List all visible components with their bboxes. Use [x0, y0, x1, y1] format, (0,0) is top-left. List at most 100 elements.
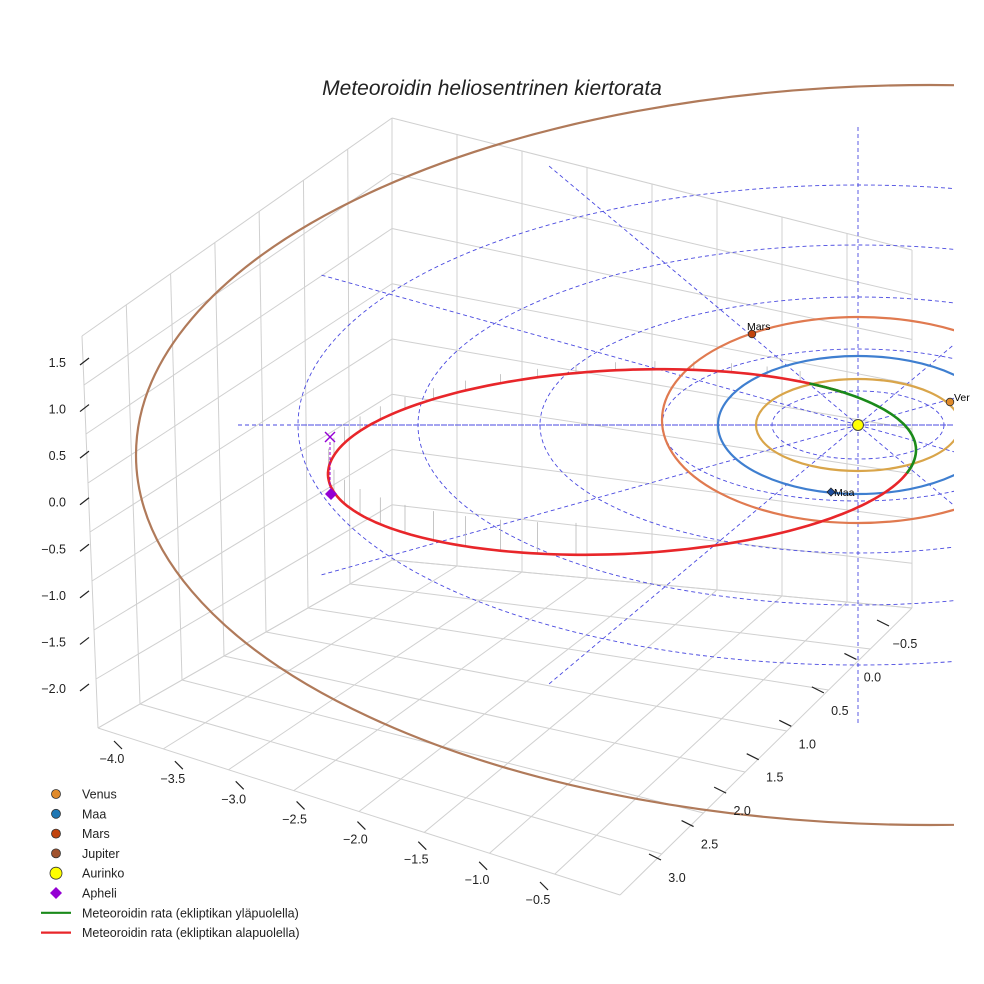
aphelion-projection-x2	[324, 431, 336, 443]
orbit-venus	[754, 377, 954, 473]
floor-pane-grid-v	[228, 571, 523, 771]
floor-pane-grid-v	[97, 559, 393, 729]
ecliptic-spoke	[547, 164, 859, 426]
x-tick-label: −1.5	[404, 853, 429, 867]
z-tick-label: −0.5	[41, 542, 66, 556]
x-tick-label: −4.0	[100, 752, 125, 766]
mars-point-label: Mars	[747, 321, 770, 333]
planet-orbits	[135, 84, 954, 826]
chart-title: Meteoroidin heliosentrinen kiertorata	[322, 77, 662, 100]
y-tick-label: −0.5	[893, 637, 918, 651]
ecliptic-spoke	[547, 424, 859, 686]
legend-label: Apheli	[82, 887, 117, 901]
x-tick-mark	[113, 740, 123, 750]
y-tick-label: 0.5	[831, 704, 848, 718]
left-pane-grid-v	[83, 172, 393, 386]
z-tick-label: −2.0	[41, 682, 66, 696]
legend-label: Mars	[82, 827, 110, 841]
y-tick-label: 2.5	[701, 838, 718, 852]
axis-ticks: 1.5 1.0 0.5 0.0 −0.5 −1.0 −1.5 −2.0 −4.0 −3.5 −3.0…	[41, 356, 917, 907]
y-tick-label: 2.0	[733, 804, 750, 818]
left-pane-grid-v	[89, 338, 393, 533]
legend-item: Mars	[51, 827, 110, 841]
z-tick-mark	[79, 683, 90, 692]
legend-label: Aurinko	[82, 867, 124, 881]
x-tick-label: −3.0	[221, 792, 246, 806]
x-tick-mark	[235, 780, 245, 790]
x-tick-label: −2.0	[343, 833, 368, 847]
z-tick-mark	[79, 404, 90, 413]
y-tick-mark	[681, 820, 694, 828]
legend-marker-sun	[49, 866, 63, 880]
y-tick-mark	[746, 753, 759, 761]
floor-pane-grid-v	[162, 565, 458, 750]
venus-marker	[945, 397, 955, 407]
y-tick-label: 1.5	[766, 771, 783, 785]
x-tick-mark	[478, 861, 488, 871]
legend-item: Venus	[51, 788, 117, 802]
ecliptic-spoke	[857, 424, 954, 507]
meteoroid-orbit-above	[809, 382, 918, 475]
y-tick-mark	[713, 786, 727, 794]
venus-point-label: Ver	[954, 392, 970, 404]
floor-pane-grid-v	[358, 583, 653, 812]
z-tick-label: 1.0	[49, 403, 66, 417]
maa-point-label: Maa	[834, 487, 855, 499]
legend-item: Maa	[51, 807, 106, 821]
z-tick-label: 0.5	[49, 449, 66, 463]
legend-marker-circle	[51, 848, 61, 859]
ecliptic-spoke	[857, 343, 954, 426]
legend-marker-circle	[51, 808, 61, 819]
axis-panes	[81, 117, 913, 896]
drop-lines	[328, 361, 801, 555]
maa-marker	[826, 487, 836, 497]
floor-pane-grid-v	[554, 601, 848, 875]
orbit-mars	[660, 315, 954, 525]
legend-label: Maa	[82, 807, 106, 821]
legend-label: Venus	[82, 788, 117, 802]
x-tick-mark	[357, 821, 366, 830]
z-tick-mark	[79, 590, 90, 599]
z-tick-mark	[79, 636, 90, 645]
ecliptic-spoke	[857, 424, 954, 453]
markers	[324, 329, 955, 500]
legend-marker-diamond	[50, 887, 62, 899]
x-tick-mark	[174, 760, 184, 770]
y-tick-mark	[779, 719, 792, 727]
aphelion-marker	[325, 488, 337, 500]
z-tick-label: 0.0	[49, 496, 66, 510]
z-tick-mark	[79, 497, 90, 506]
right-pane-grid-v	[391, 283, 913, 385]
y-tick-mark	[876, 619, 890, 627]
z-tick-mark	[79, 357, 90, 366]
legend-label: Jupiter	[82, 847, 120, 861]
x-tick-mark	[539, 881, 549, 891]
orbit-jupiter	[135, 84, 954, 826]
legend-marker-circle	[51, 828, 61, 839]
legend-item: Apheli	[50, 887, 117, 901]
floor-pane-grid-v	[293, 577, 588, 792]
left-pane-grid-v	[93, 449, 393, 631]
right-pane-grid-v	[391, 172, 913, 296]
ecliptic-spoke	[320, 424, 859, 576]
orbit-maa	[716, 354, 954, 496]
meteoroid-orbit	[326, 367, 918, 557]
right-pane-grid-v	[391, 504, 913, 564]
left-pane-grid-v	[85, 228, 393, 435]
meteoroid-orbit-below	[326, 367, 914, 557]
y-tick-mark	[811, 686, 825, 694]
x-tick-label: −2.5	[282, 812, 307, 826]
y-tick-label: 0.0	[864, 670, 881, 684]
z-tick-mark	[79, 543, 90, 552]
legend-item: Jupiter	[51, 847, 120, 861]
legend: Venus Maa Mars Jupiter Aurinko Apheli Meteoroi…	[41, 788, 299, 940]
x-tick-mark	[296, 801, 305, 810]
ecliptic-grid	[238, 125, 954, 725]
x-tick-mark	[417, 841, 427, 851]
right-pane-grid-v	[391, 338, 913, 430]
floor-pane-grid-v	[619, 607, 913, 896]
z-tick-label: −1.0	[41, 589, 66, 603]
y-tick-label: 3.0	[668, 871, 685, 885]
sun-marker	[852, 419, 864, 431]
